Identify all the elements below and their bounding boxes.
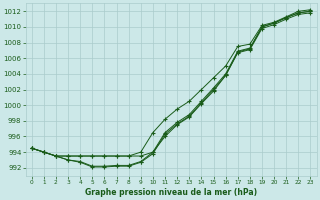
X-axis label: Graphe pression niveau de la mer (hPa): Graphe pression niveau de la mer (hPa)	[85, 188, 257, 197]
